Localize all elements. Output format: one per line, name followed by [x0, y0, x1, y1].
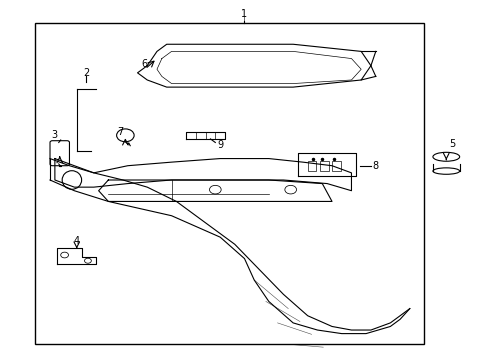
Bar: [35, 23, 424, 344]
Text: 6: 6: [142, 59, 147, 69]
Text: 1: 1: [241, 9, 247, 19]
Text: 5: 5: [448, 139, 455, 149]
Bar: [319, 161, 328, 171]
Text: 9: 9: [217, 140, 223, 150]
Text: 3: 3: [52, 130, 58, 140]
Text: 2: 2: [83, 68, 89, 78]
Bar: [307, 161, 316, 171]
Bar: [331, 161, 340, 171]
Text: 8: 8: [372, 161, 378, 171]
Text: 7: 7: [117, 127, 123, 137]
Text: 4: 4: [74, 236, 80, 246]
